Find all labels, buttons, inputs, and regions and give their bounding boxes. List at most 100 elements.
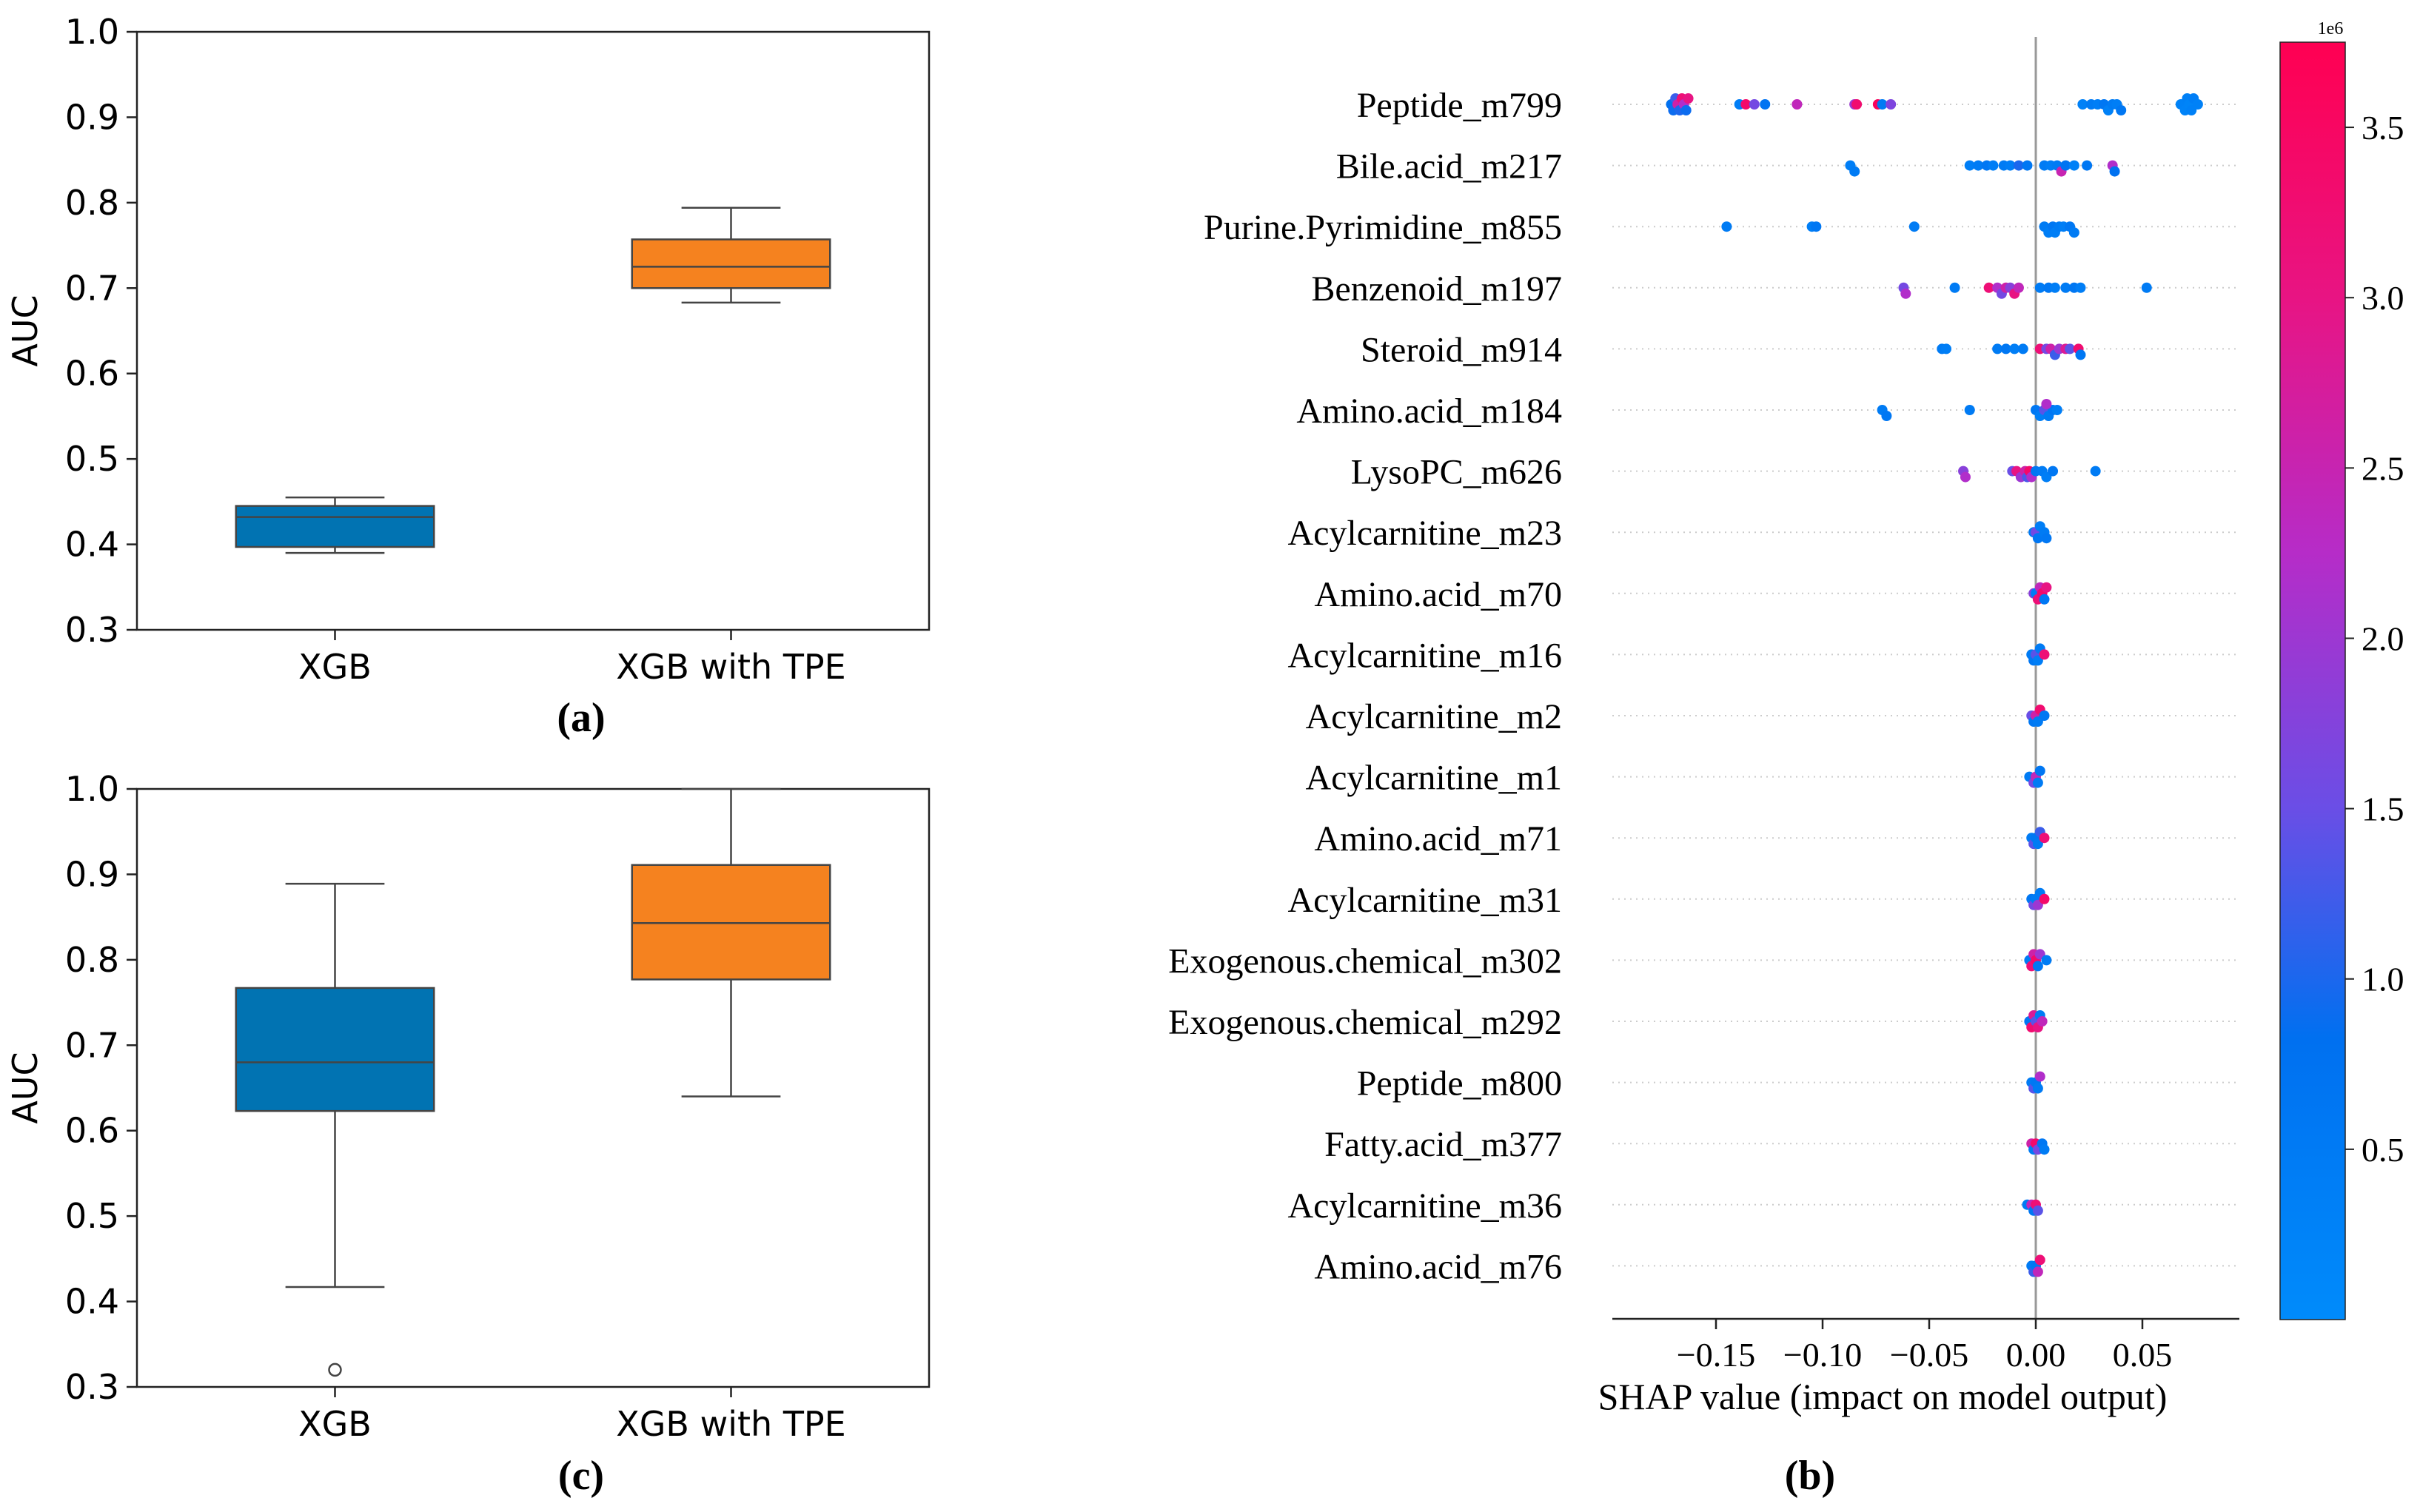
feature-label: Exogenous.chemical_m302: [1168, 941, 1562, 981]
panel-a-y-ticks: 0.3 0.4 0.5 0.6 0.7 0.8 0.9 1.0: [65, 12, 137, 650]
iqr-box: [235, 505, 435, 548]
shap-point: [1811, 221, 1822, 232]
x-tick-label: −0.05: [1890, 1336, 1968, 1374]
panel-a-boxes: [235, 206, 831, 554]
shap-point: [2039, 710, 2050, 721]
panel-c-y-ticks: 0.3 0.4 0.5 0.6 0.7 0.8 0.9 1.0: [65, 769, 137, 1407]
shap-point: [1973, 160, 1984, 171]
panel-a-label: (a): [557, 695, 605, 741]
panel-c-x-ticks: XGB XGB with TPE: [298, 1387, 846, 1444]
shap-point: [1983, 282, 1994, 293]
shap-point: [2041, 955, 2052, 966]
feature-label: Acylcarnitine_m23: [1287, 514, 1562, 553]
box-xgb: [235, 496, 435, 554]
shap-point: [2039, 1144, 2050, 1155]
y-tick-label: 0.6: [65, 1111, 119, 1151]
shap-point: [2060, 160, 2071, 171]
shap-point: [1680, 105, 1692, 115]
colorbar: [2279, 41, 2346, 1320]
panel-c-boxplot: 0.3 0.4 0.5 0.6 0.7 0.8 0.9 1.0 XGB XGB with TPE…: [5, 769, 931, 1499]
shap-point: [2068, 227, 2079, 238]
shap-point: [2116, 105, 2127, 115]
shap-point: [2034, 1254, 2045, 1266]
colorbar-ticks: 0.5 1.0 1.5 2.0 2.5 3.0 3.5: [2345, 109, 2404, 1169]
shap-point: [2039, 649, 2050, 660]
shap-point: [1900, 288, 1911, 299]
box-xgb: [235, 882, 435, 1377]
y-tick-label: 0.4: [65, 525, 119, 565]
shap-point: [2049, 282, 2060, 293]
shap-point: [2039, 594, 2050, 605]
shap-point: [2017, 343, 2028, 355]
colorbar-tick-label: 1.5: [2362, 790, 2404, 828]
shap-point: [1908, 221, 1920, 232]
shap-point: [2068, 160, 2079, 171]
y-tick-label: 0.7: [65, 268, 119, 308]
feature-label: Bile.acid_m217: [1336, 147, 1562, 187]
feature-label: Amino.acid_m71: [1314, 819, 1562, 859]
shap-point: [1941, 343, 1952, 355]
y-tick-label: 0.9: [65, 97, 119, 137]
x-tick-label: 0.00: [2006, 1336, 2066, 1374]
shap-point: [2032, 1205, 2043, 1216]
colorbar-tick-label: 0.5: [2362, 1131, 2404, 1169]
y-tick-label: 0.5: [65, 439, 119, 479]
shap-point: [1886, 99, 1897, 110]
y-tick-label: 0.8: [65, 183, 119, 223]
shap-point: [2075, 349, 2086, 360]
panel-a-plot-frame: [135, 30, 931, 631]
shap-point: [1721, 221, 1732, 232]
shap-point: [2041, 533, 2052, 544]
shap-point: [1964, 160, 1975, 171]
shap-point: [2141, 282, 2152, 293]
feature-label: Acylcarnitine_m2: [1305, 697, 1562, 736]
shap-point: [1877, 99, 1888, 110]
feature-label: Amino.acid_m76: [1314, 1247, 1562, 1286]
shap-point: [2109, 166, 2120, 177]
feature-label: Acylcarnitine_m31: [1287, 881, 1562, 920]
shap-point: [2041, 582, 2052, 593]
x-tick-label: −0.10: [1783, 1336, 1862, 1374]
feature-label: Peptide_m799: [1357, 86, 1562, 125]
shap-point: [2051, 405, 2062, 415]
feature-label: Acylcarnitine_m36: [1287, 1186, 1562, 1226]
shap-point: [1740, 99, 1752, 110]
outlier-point: [328, 1363, 342, 1377]
y-tick-label: 0.9: [65, 854, 119, 894]
panel-b-shap-summary: Peptide_m799 Bile.acid_m217 Purine.Pyrimid…: [1168, 19, 2404, 1499]
shap-point: [1881, 411, 1892, 421]
panel-b-points: [1666, 93, 2203, 1277]
colorbar-multiplier: 1e6: [2318, 19, 2344, 38]
shap-point: [2009, 343, 2020, 355]
feature-label: Amino.acid_m70: [1314, 575, 1562, 614]
shap-point: [1749, 99, 1760, 110]
x-tick-label: XGB: [298, 647, 372, 687]
feature-label: Acylcarnitine_m16: [1287, 636, 1562, 675]
iqr-box: [631, 238, 831, 289]
feature-label: Exogenous.chemical_m292: [1168, 1003, 1562, 1042]
shap-point: [2013, 282, 2024, 293]
y-tick-label: 0.4: [65, 1282, 119, 1322]
shap-point: [2060, 282, 2071, 293]
shap-point: [2048, 466, 2059, 477]
panel-c-boxes: [235, 787, 831, 1377]
feature-label: Amino.acid_m184: [1296, 392, 1562, 431]
y-tick-label: 1.0: [65, 769, 119, 809]
x-tick-label: XGB with TPE: [616, 647, 845, 687]
x-tick-label: −0.15: [1677, 1336, 1755, 1374]
shap-point: [1791, 99, 1803, 110]
colorbar-tick-label: 3.5: [2362, 109, 2404, 147]
panel-c-y-axis-label: AUC: [5, 1052, 45, 1123]
box-xgb-with-tpe: [631, 787, 831, 1098]
iqr-box: [235, 987, 435, 1112]
colorbar-tick-label: 1.0: [2362, 961, 2404, 998]
shap-point: [2037, 1016, 2048, 1027]
shap-point: [2000, 343, 2011, 355]
shap-point: [2077, 99, 2088, 110]
shap-point: [1851, 99, 1863, 110]
x-tick-label: 0.05: [2113, 1336, 2173, 1374]
shap-point: [2039, 893, 2050, 904]
feature-label: LysoPC_m626: [1351, 453, 1562, 492]
panel-a-x-ticks: XGB XGB with TPE: [298, 630, 846, 687]
y-tick-label: 0.5: [65, 1196, 119, 1236]
